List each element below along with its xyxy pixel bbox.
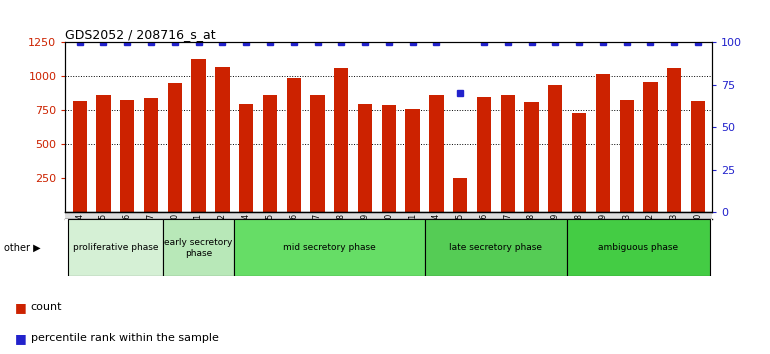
Text: GSM109816: GSM109816 (122, 213, 132, 259)
Text: GSM109839: GSM109839 (551, 213, 560, 259)
Text: GSM109819: GSM109819 (598, 213, 608, 259)
Bar (453, 178, 467, 212)
Bar (620, 99, 634, 212)
Text: proliferative phase: proliferative phase (72, 243, 158, 252)
Text: GSM109832: GSM109832 (646, 213, 655, 259)
Text: ambiguous phase: ambiguous phase (598, 243, 678, 252)
Text: GSM109821: GSM109821 (194, 213, 203, 259)
Text: GSM109817: GSM109817 (146, 213, 156, 259)
Bar (72, 101, 87, 212)
Text: GSM109836: GSM109836 (480, 213, 488, 259)
Text: GSM109840: GSM109840 (694, 213, 702, 259)
Bar (144, 98, 158, 212)
Bar (358, 104, 372, 212)
Text: GSM109834: GSM109834 (432, 213, 441, 259)
Bar (429, 96, 444, 212)
Text: GSM109823: GSM109823 (622, 213, 631, 259)
Text: ■: ■ (15, 301, 27, 314)
Bar (500, 96, 515, 212)
Bar (643, 82, 658, 212)
Text: GSM109826: GSM109826 (290, 213, 298, 259)
Bar (691, 101, 705, 212)
Bar (424, 219, 567, 276)
Text: GSM109820: GSM109820 (170, 213, 179, 259)
Text: GSM109829: GSM109829 (360, 213, 370, 259)
Text: GSM109833: GSM109833 (670, 213, 678, 259)
Bar (382, 105, 396, 212)
Bar (68, 219, 163, 276)
Text: early secretory
phase: early secretory phase (165, 238, 233, 257)
Bar (524, 102, 539, 212)
Text: GDS2052 / 208716_s_at: GDS2052 / 208716_s_at (65, 28, 216, 41)
Bar (667, 68, 681, 212)
Text: count: count (31, 302, 62, 312)
Text: GSM109827: GSM109827 (313, 213, 322, 259)
Text: GSM109814: GSM109814 (75, 213, 84, 259)
Text: GSM109815: GSM109815 (99, 213, 108, 259)
Bar (263, 96, 277, 212)
Bar (596, 74, 610, 212)
Text: GSM109838: GSM109838 (527, 213, 536, 259)
Bar (192, 59, 206, 212)
Bar (548, 85, 562, 212)
Text: mid secretory phase: mid secretory phase (283, 243, 376, 252)
Bar (477, 97, 491, 212)
Text: percentile rank within the sample: percentile rank within the sample (31, 333, 219, 343)
Text: GSM109835: GSM109835 (456, 213, 464, 259)
Bar (216, 67, 229, 212)
Text: GSM109831: GSM109831 (408, 213, 417, 259)
Bar (168, 83, 182, 212)
Bar (310, 96, 325, 212)
Bar (406, 109, 420, 212)
Text: GSM109828: GSM109828 (336, 213, 346, 259)
Bar (163, 219, 234, 276)
Bar (96, 96, 111, 212)
Bar (234, 219, 424, 276)
Text: GSM109822: GSM109822 (218, 213, 227, 259)
Text: other ▶: other ▶ (4, 243, 41, 253)
Text: late secretory phase: late secretory phase (450, 243, 542, 252)
Text: GSM109818: GSM109818 (574, 213, 584, 259)
Text: ■: ■ (15, 332, 27, 345)
Bar (286, 78, 301, 212)
Text: GSM109830: GSM109830 (384, 213, 393, 259)
Text: GSM109825: GSM109825 (266, 213, 274, 259)
Bar (334, 68, 348, 212)
Text: GSM109837: GSM109837 (504, 213, 512, 259)
Bar (572, 113, 586, 212)
Bar (239, 104, 253, 212)
Bar (567, 219, 710, 276)
Text: GSM109824: GSM109824 (242, 213, 251, 259)
Bar (120, 99, 135, 212)
